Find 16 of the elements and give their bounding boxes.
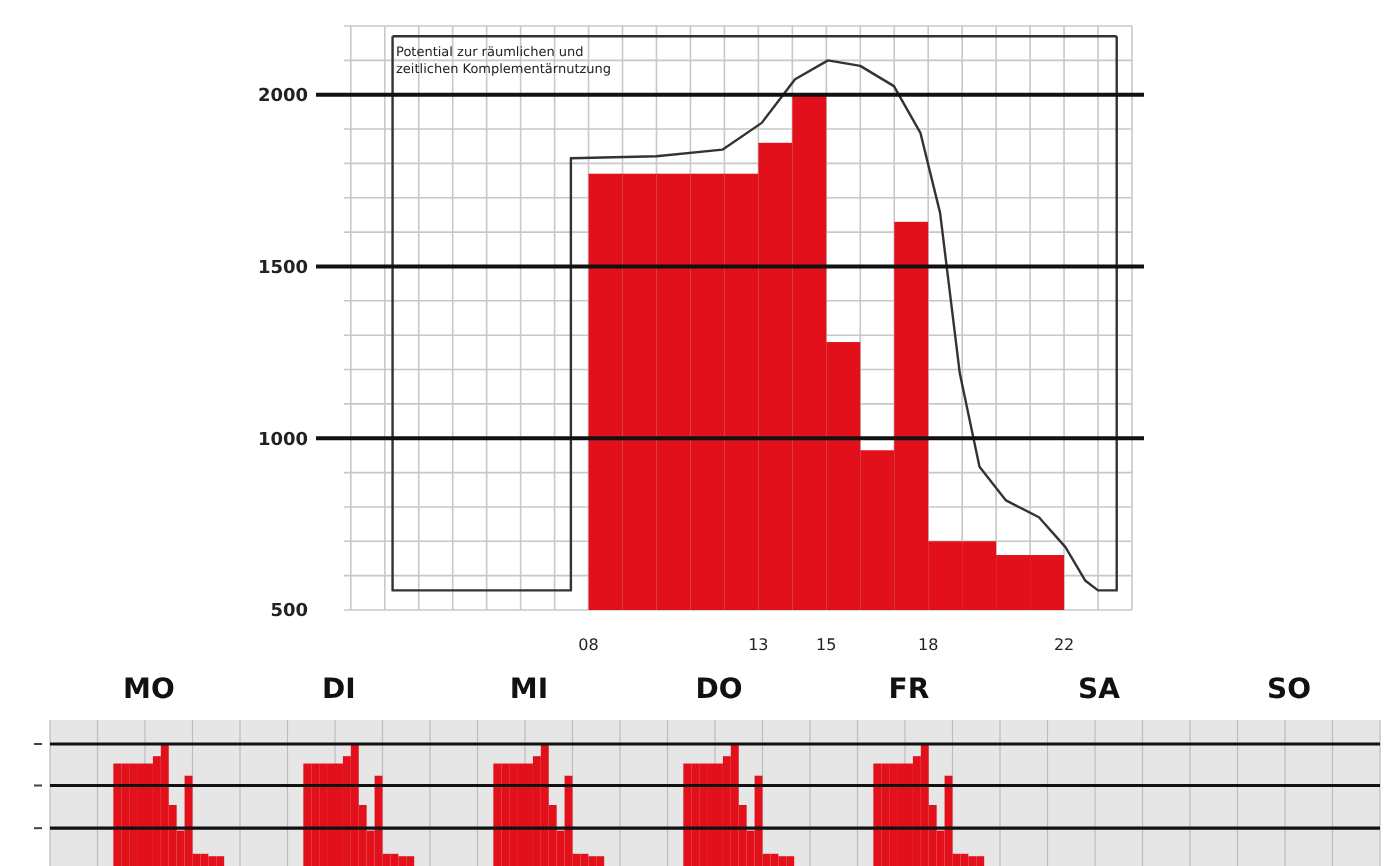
x-tick-label: MI <box>509 674 549 706</box>
x-tick-label: 15 <box>816 636 837 654</box>
y-tick-label: 1000 <box>257 430 308 451</box>
x-tick-label: DO <box>695 674 743 706</box>
x-tick-label: 22 <box>1053 636 1075 654</box>
x-tick-label: SO <box>1266 674 1312 706</box>
x-tick-label: DI <box>322 674 356 706</box>
x-tick-label: MO <box>123 674 175 706</box>
y-tick-label: 1500 <box>257 258 308 279</box>
x-tick-label: 08 <box>578 636 599 654</box>
y-tick-label: 500 <box>270 602 308 623</box>
y-tick-label: 2000 <box>257 87 308 108</box>
x-tick-label: FR <box>888 674 930 706</box>
x-tick-label: 18 <box>918 636 939 654</box>
x-tick-label: SA <box>1078 674 1121 706</box>
x-tick-label: 13 <box>748 636 769 654</box>
